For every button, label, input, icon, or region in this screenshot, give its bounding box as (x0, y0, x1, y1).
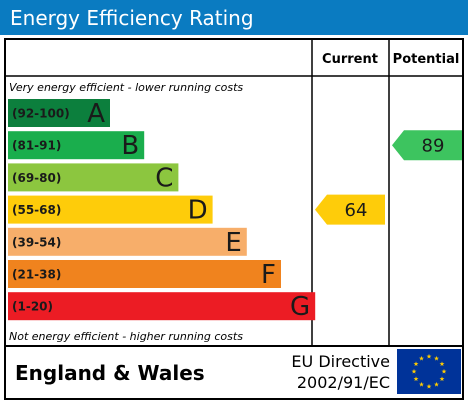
band-range-f: (21-38) (12, 268, 61, 282)
footer-region: England & Wales (15, 361, 205, 385)
band-letter-a: A (87, 99, 105, 129)
eu-directive-line2: 2002/91/EC (296, 373, 390, 392)
eu-star (411, 368, 417, 374)
band-range-b: (81-91) (12, 139, 61, 153)
eu-directive: EU Directive 2002/91/EC (278, 351, 390, 393)
band-bar-a (8, 99, 110, 127)
column-header-current: Current (322, 52, 378, 67)
eu-star (419, 355, 424, 361)
band-letter-f: F (261, 260, 276, 290)
band-b: (81-91) B (8, 131, 145, 161)
column-header-potential: Potential (393, 52, 460, 67)
band-letter-b: B (121, 131, 139, 161)
potential-rating-value: 89 (422, 136, 445, 157)
band-bar-c (8, 163, 179, 192)
band-f: (21-38) F (8, 260, 281, 290)
band-c: (69-80) C (8, 163, 179, 193)
band-range-a: (92-100) (12, 107, 70, 121)
scale-note-bottom: Not energy efficient - higher running co… (9, 330, 243, 343)
page-title: Energy Efficiency Rating (10, 6, 254, 30)
band-bar-f (8, 260, 281, 288)
band-letter-d: D (188, 196, 208, 226)
band-bar-g (8, 292, 316, 321)
scale-note-top: Very energy efficient - lower running co… (9, 81, 243, 94)
eu-flag-icon (397, 349, 461, 394)
eu-star (439, 361, 445, 367)
band-letter-c: C (155, 163, 173, 193)
current-rating-value: 64 (345, 200, 368, 221)
rating-markers: 64 89 (315, 130, 462, 225)
eu-star (413, 361, 419, 367)
band-g: (1-20) G (8, 292, 316, 322)
band-range-e: (39-54) (12, 235, 61, 249)
band-d: (55-68) D (8, 195, 213, 226)
band-letter-g: G (290, 292, 310, 322)
chart-frame (4, 38, 464, 400)
band-a: (92-100) A (8, 99, 110, 129)
band-letter-e: E (225, 228, 241, 258)
eu-directive-line1: EU Directive (291, 352, 390, 371)
band-bar-b (8, 131, 145, 160)
eu-star (413, 376, 419, 382)
rating-bands: (92-100) A(81-91) B(69-80) C(55-68) D(39-54)… (8, 99, 316, 322)
eu-star (426, 353, 432, 359)
current-rating-arrow (315, 194, 385, 225)
eu-star (426, 383, 432, 389)
band-range-g: (1-20) (12, 300, 53, 314)
band-range-c: (69-80) (12, 171, 61, 185)
eu-star (441, 368, 447, 374)
band-range-d: (55-68) (12, 203, 61, 217)
potential-rating-arrow (392, 130, 462, 161)
band-bar-e (8, 227, 247, 256)
eu-star (439, 376, 445, 382)
band-e: (39-54) E (8, 227, 247, 258)
eu-star (434, 381, 439, 387)
eu-star (434, 355, 439, 361)
potential-rating: 89 (392, 130, 462, 161)
eu-star (419, 381, 424, 387)
band-bar-d (8, 195, 213, 224)
current-rating: 64 (315, 194, 385, 225)
header-bar: Energy Efficiency Rating (0, 0, 468, 35)
